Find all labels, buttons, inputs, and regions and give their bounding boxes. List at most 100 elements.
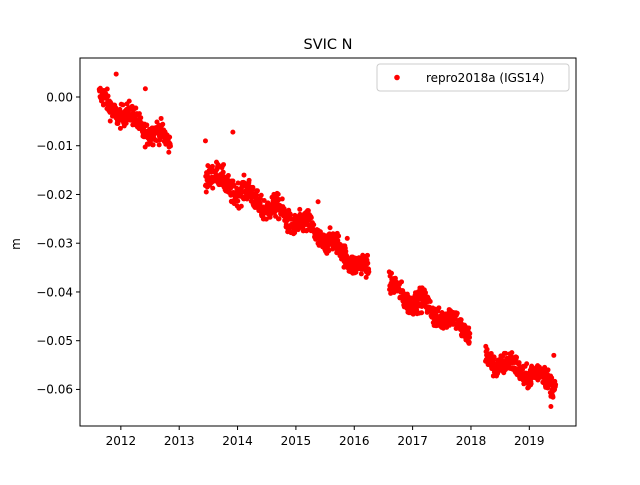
- data-point: [166, 149, 172, 155]
- data-point: [257, 200, 263, 206]
- data-point: [553, 382, 559, 388]
- legend: repro2018a (IGS14): [376, 63, 570, 92]
- data-point: [491, 354, 497, 360]
- x-tick-label: 2013: [164, 434, 195, 448]
- data-point: [225, 173, 231, 179]
- y-axis-ticks: 0.00 −0.01 −0.02 −0.03 −0.04 −0.05 −0.06: [36, 90, 80, 397]
- data-point: [241, 172, 247, 178]
- data-point: [326, 247, 332, 253]
- data-point: [528, 381, 534, 387]
- data-point: [210, 185, 216, 191]
- y-tick-label: 0.00: [46, 90, 73, 104]
- data-point: [167, 143, 173, 149]
- data-point: [399, 279, 405, 285]
- data-point: [158, 115, 164, 121]
- data-point: [156, 142, 162, 148]
- y-tick-label: −0.06: [36, 383, 73, 397]
- data-point: [551, 352, 557, 358]
- data-point: [548, 404, 554, 409]
- data-point: [254, 192, 260, 198]
- data-point: [246, 177, 252, 183]
- data-point: [275, 191, 281, 197]
- x-tick-label: 2017: [397, 434, 428, 448]
- data-point: [365, 252, 371, 258]
- data-point: [230, 129, 236, 135]
- data-point: [250, 184, 256, 190]
- data-point: [133, 105, 139, 111]
- data-point: [467, 334, 473, 340]
- data-point: [167, 134, 173, 140]
- data-point: [235, 198, 241, 204]
- data-point: [120, 102, 126, 108]
- data-point: [343, 248, 349, 254]
- data-point: [458, 317, 464, 323]
- data-point: [203, 189, 209, 195]
- data-point: [209, 163, 215, 169]
- data-point: [287, 211, 293, 217]
- x-tick-label: 2012: [106, 434, 137, 448]
- data-point: [327, 225, 333, 231]
- legend-marker: [394, 74, 400, 81]
- legend-box: [376, 63, 570, 92]
- data-point: [276, 216, 282, 222]
- data-point: [344, 235, 350, 241]
- data-point: [221, 162, 227, 168]
- data-point: [365, 260, 371, 266]
- data-point: [550, 394, 556, 400]
- x-tick-label: 2016: [339, 434, 370, 448]
- data-point: [202, 138, 208, 144]
- data-point: [230, 178, 236, 184]
- y-axis-label: m: [9, 238, 23, 250]
- data-point: [315, 199, 321, 205]
- data-point: [144, 122, 150, 128]
- data-point: [136, 111, 142, 117]
- y-tick-label: −0.01: [36, 139, 73, 153]
- data-point: [466, 339, 472, 345]
- data-point: [305, 208, 311, 214]
- data-point: [358, 271, 364, 277]
- data-point: [366, 269, 372, 275]
- data-point: [419, 310, 425, 316]
- data-point: [117, 125, 123, 131]
- data-point: [254, 188, 260, 194]
- data-point: [436, 305, 442, 311]
- data-point: [549, 375, 555, 381]
- data-point: [234, 185, 240, 191]
- data-point: [261, 198, 267, 204]
- data-point: [363, 274, 369, 280]
- data-point: [107, 118, 113, 124]
- plot-frame: [79, 57, 577, 427]
- y-tick-label: −0.04: [36, 285, 73, 299]
- data-point: [126, 98, 132, 104]
- data-point: [258, 192, 264, 198]
- x-tick-label: 2019: [514, 434, 545, 448]
- data-point: [311, 222, 317, 228]
- data-point: [238, 203, 244, 209]
- data-point: [279, 196, 285, 202]
- chart-title: SVIC N: [304, 37, 353, 53]
- y-tick-label: −0.05: [36, 334, 73, 348]
- data-point: [297, 206, 303, 212]
- y-tick-label: −0.02: [36, 188, 73, 202]
- data-point: [142, 86, 148, 92]
- data-point: [113, 71, 119, 77]
- y-tick-label: −0.03: [36, 237, 73, 251]
- data-point: [466, 325, 472, 331]
- data-point: [524, 361, 530, 367]
- legend-label: repro2018a (IGS14): [426, 71, 544, 85]
- x-tick-label: 2014: [222, 434, 253, 448]
- data-point: [160, 121, 166, 127]
- data-point: [389, 270, 394, 276]
- data-points: [96, 71, 559, 409]
- data-point: [138, 115, 144, 121]
- data-point: [503, 350, 509, 356]
- data-point: [235, 180, 241, 186]
- x-tick-label: 2015: [281, 434, 312, 448]
- data-point: [454, 310, 460, 316]
- data-point: [308, 215, 314, 221]
- data-point: [509, 350, 515, 356]
- x-axis-ticks: 2012 2013 2014 2015 2016 2017 2018 2019: [106, 426, 545, 448]
- data-point: [514, 354, 520, 360]
